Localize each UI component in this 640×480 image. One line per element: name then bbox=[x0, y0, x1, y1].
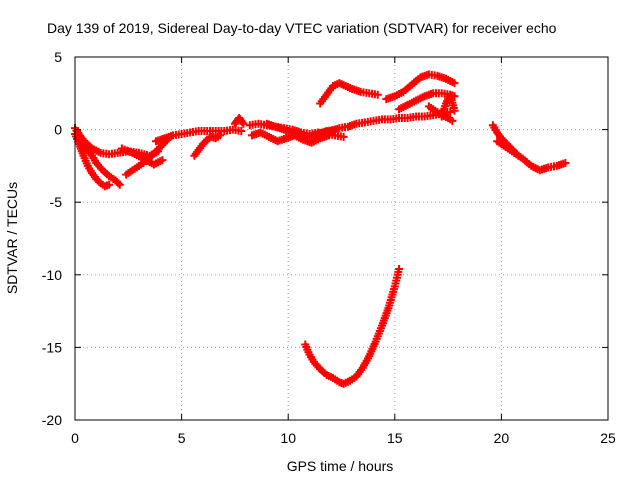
data-point bbox=[448, 116, 457, 125]
y-tick-label: -20 bbox=[42, 412, 62, 428]
data-point bbox=[105, 180, 114, 189]
data-point bbox=[395, 264, 404, 273]
x-tick-label: 20 bbox=[494, 430, 510, 446]
series-track-e bbox=[117, 144, 167, 169]
series-track-q bbox=[437, 90, 459, 121]
y-tick-label: 0 bbox=[54, 122, 62, 138]
data-point bbox=[561, 158, 570, 167]
data-point bbox=[339, 132, 348, 141]
data-point bbox=[237, 127, 246, 136]
axis-ticks: 0 5 10 15 20 25 -20 -15 -10 -5 0 5 bbox=[42, 49, 616, 446]
data-point-fill bbox=[238, 118, 247, 127]
data-point bbox=[450, 79, 459, 88]
chart-title: Day 139 of 2019, Sidereal Day-to-day VTE… bbox=[47, 20, 557, 36]
data-points bbox=[71, 70, 570, 388]
x-tick-label: 10 bbox=[280, 430, 296, 446]
data-point bbox=[239, 119, 248, 128]
y-axis-label: SDTVAR / TECUs bbox=[4, 182, 20, 294]
data-point bbox=[373, 90, 382, 99]
series-track-n bbox=[382, 70, 459, 104]
y-tick-label: -15 bbox=[42, 339, 62, 355]
series-track-g bbox=[190, 131, 224, 160]
data-point-fill bbox=[114, 179, 123, 188]
series-track-f bbox=[152, 125, 246, 146]
series-track-h bbox=[230, 113, 248, 128]
series-track-l bbox=[309, 108, 455, 140]
x-tick-label: 5 bbox=[178, 430, 186, 446]
series-track-m bbox=[316, 79, 382, 108]
data-point bbox=[115, 180, 124, 189]
x-tick-label: 15 bbox=[387, 430, 403, 446]
x-tick-label: 25 bbox=[600, 430, 616, 446]
data-point bbox=[215, 131, 224, 140]
y-tick-label: -10 bbox=[42, 267, 62, 283]
series-track-s bbox=[493, 137, 570, 175]
data-point bbox=[450, 106, 459, 115]
data-point bbox=[446, 108, 455, 117]
y-tick-label: 5 bbox=[54, 49, 62, 65]
x-axis-label: GPS time / hours bbox=[287, 458, 394, 474]
data-point bbox=[158, 156, 167, 165]
plot-frame bbox=[74, 56, 609, 421]
x-tick-label: 0 bbox=[71, 430, 79, 446]
series-track-t bbox=[301, 264, 404, 388]
y-tick-label: -5 bbox=[50, 194, 63, 210]
